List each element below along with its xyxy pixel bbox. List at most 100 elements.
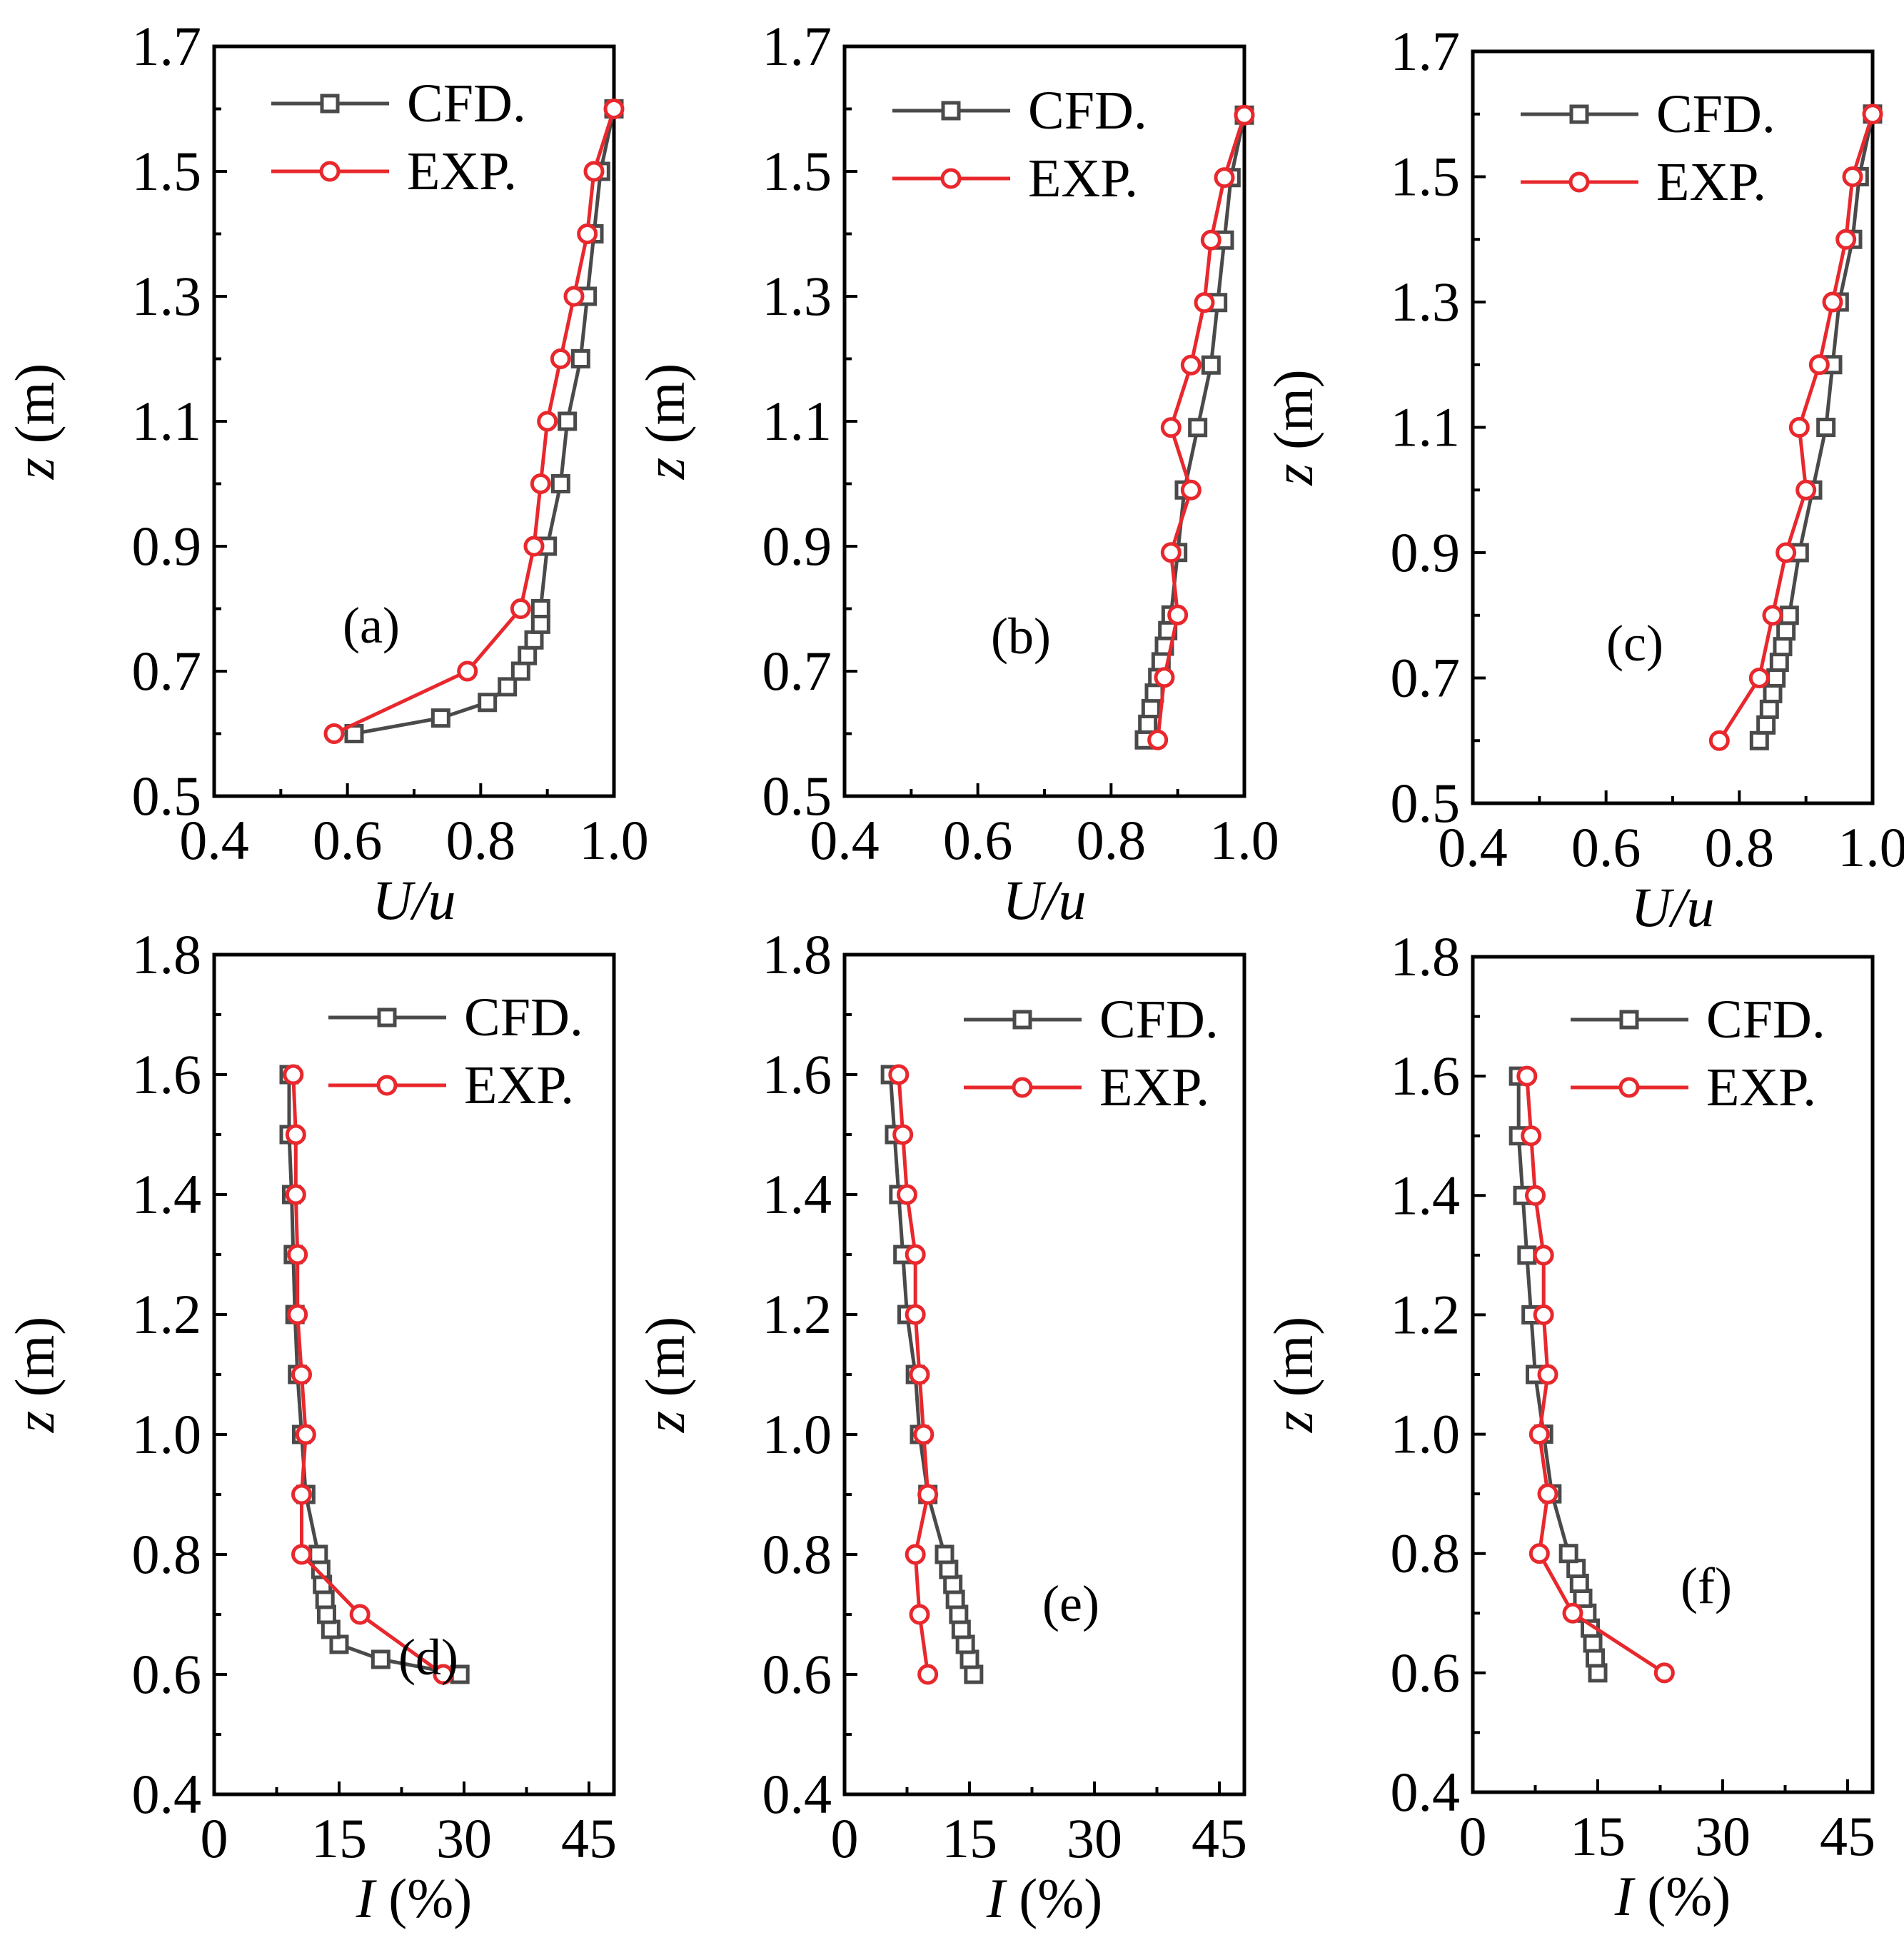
- y-tick-label: 1.0: [1391, 1403, 1461, 1465]
- cfd-data-point: [1776, 621, 1796, 641]
- y-tick-label: 1.4: [132, 1163, 202, 1225]
- cfd-data-point: [570, 349, 590, 368]
- exp-data-point: [291, 1364, 312, 1385]
- exp-data-point: [550, 348, 571, 369]
- exp-data-point: [905, 1244, 926, 1265]
- cfd-data-point: [1138, 714, 1158, 734]
- y-tick-label: 1.7: [762, 15, 832, 77]
- cfd-data-point: [518, 645, 538, 665]
- legend-exp-marker: [376, 1075, 398, 1096]
- exp-data-point: [1200, 229, 1222, 251]
- y-axis-title: z (m): [1262, 369, 1324, 486]
- legend-cfd-marker: [941, 101, 961, 121]
- cfd-data-point: [1773, 637, 1793, 657]
- x-axis-title-symbol: U/u: [1003, 869, 1087, 931]
- legend-exp-label: EXP.: [407, 141, 517, 201]
- x-tick-label: 45: [561, 1807, 617, 1869]
- legend-exp-label: EXP.: [1099, 1057, 1209, 1117]
- y-tick-label: 1.6: [762, 1043, 832, 1105]
- exp-data-point: [905, 1544, 926, 1565]
- exp-data-point: [523, 536, 545, 557]
- exp-data-point: [287, 1304, 308, 1325]
- exp-data-point: [888, 1064, 910, 1085]
- x-axis-title-symbol: I: [356, 1867, 378, 1929]
- exp-data-point: [349, 1604, 371, 1625]
- exp-data-point: [1525, 1185, 1546, 1206]
- exp-data-point: [1528, 1424, 1550, 1445]
- legend-exp-marker: [940, 168, 962, 189]
- exp-data-point: [285, 1124, 306, 1145]
- y-tick-label: 0.5: [1391, 772, 1461, 834]
- legend-exp-marker: [1012, 1077, 1033, 1098]
- x-axis-title-symbol: U/u: [1631, 876, 1715, 938]
- legend-cfd-marker: [377, 1007, 397, 1027]
- legend-cfd-marker: [1619, 1010, 1639, 1030]
- x-tick-label: 30: [1695, 1805, 1751, 1867]
- exp-data-point: [283, 1064, 304, 1085]
- y-tick-label: 0.9: [132, 515, 202, 577]
- x-axis-title-symbol: I: [1614, 1865, 1636, 1927]
- exp-data-point: [295, 1424, 316, 1445]
- legend: CFD. EXP.: [271, 74, 526, 201]
- y-axis-title-unit: (m): [634, 363, 696, 458]
- y-tick-label: 1.6: [132, 1043, 202, 1105]
- exp-data-point: [1842, 166, 1863, 187]
- cfd-data-point: [935, 1544, 954, 1564]
- exp-data-point: [1562, 1602, 1583, 1624]
- exp-data-point: [892, 1124, 914, 1145]
- y-tick-label: 0.8: [1391, 1522, 1461, 1584]
- chart-panel-c: 0.5 0.7 0.9 1.1 1.3 1.5 1.7 0.4 0.6 0.8 1.0 U/u z (m…: [1262, 20, 1904, 938]
- cfd-data-point: [430, 708, 450, 728]
- exp-data-point: [510, 598, 531, 619]
- x-tick-label: 0.4: [1438, 816, 1508, 878]
- exp-data-point: [1154, 667, 1175, 688]
- x-tick-label: 0.8: [1705, 816, 1775, 878]
- cfd-data-point: [498, 677, 518, 697]
- cfd-data-point: [1779, 605, 1799, 625]
- exp-data-point: [291, 1544, 312, 1565]
- y-axis-title: z (m): [4, 363, 66, 480]
- chart-panel-e: 0.4 0.6 0.8 1.0 1.2 1.4 1.6 1.8 0 15 30 45 I (%) z (m…: [634, 923, 1247, 1929]
- exp-data-point: [1167, 604, 1189, 625]
- exp-data-point: [1528, 1543, 1550, 1564]
- exp-data-point: [1835, 228, 1857, 250]
- exp-data-point: [905, 1304, 926, 1325]
- exp-data-point: [1788, 417, 1810, 438]
- x-axis-title-unit: (%): [1005, 1867, 1102, 1929]
- exp-data-point: [603, 99, 625, 119]
- cfd-data-point: [1749, 730, 1769, 750]
- chart-panel-d: 0.4 0.6 0.8 1.0 1.2 1.4 1.6 1.8 0 15 30 45 I (%) z (m…: [4, 923, 617, 1929]
- cfd-data-point: [558, 411, 578, 431]
- y-axis-title-unit: (m): [1262, 369, 1324, 463]
- chart-panel-a: 0.5 0.7 0.9 1.1 1.3 1.5 1.7 0.4 0.6 0.8 1.0 U/u z (m…: [4, 15, 649, 931]
- legend-cfd-label: CFD.: [1099, 990, 1219, 1050]
- y-tick-label: 0.4: [762, 1763, 832, 1825]
- chart-panel-b: 0.5 0.7 0.9 1.1 1.3 1.5 1.7 0.4 0.6 0.8 1.0 U/u z (m…: [634, 15, 1279, 931]
- x-tick-label: 0: [201, 1807, 228, 1869]
- y-tick-label: 1.1: [1391, 396, 1461, 458]
- cfd-data-point: [308, 1544, 328, 1564]
- y-axis-title-symbol: z: [4, 458, 66, 480]
- exp-data-point: [1537, 1483, 1558, 1504]
- legend-exp-marker: [1568, 171, 1590, 193]
- y-axis-title: z (m): [4, 1317, 66, 1433]
- cfd-data-point: [530, 599, 550, 618]
- legend: CFD. EXP.: [964, 990, 1219, 1117]
- exp-data-point: [1653, 1662, 1675, 1684]
- exp-data-point: [563, 286, 585, 307]
- legend-cfd-label: CFD.: [464, 987, 583, 1047]
- y-axis-title-symbol: z: [1262, 463, 1324, 486]
- legend-cfd-label: CFD.: [407, 74, 526, 134]
- exp-data-point: [1533, 1304, 1554, 1325]
- cfd-data-point: [550, 474, 570, 493]
- panel-label: (e): [1042, 1575, 1099, 1632]
- x-axis-title: I (%): [1614, 1865, 1731, 1927]
- y-tick-label: 1.2: [1391, 1283, 1461, 1345]
- exp-data-point: [323, 723, 345, 744]
- exp-data-point: [1516, 1065, 1538, 1087]
- legend-exp-label: EXP.: [1028, 149, 1138, 208]
- y-axis-title-symbol: z: [634, 1411, 696, 1433]
- y-axis-title-symbol: z: [4, 1411, 66, 1433]
